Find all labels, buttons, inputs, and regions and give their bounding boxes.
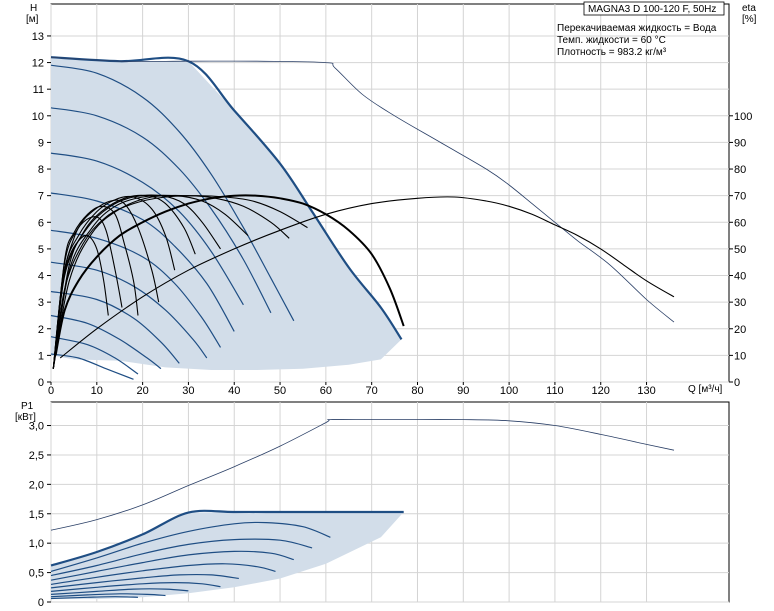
y-tick-label: 10 xyxy=(32,111,44,123)
p1-tick-label: 0 xyxy=(38,597,44,609)
efficiency-curve-max-line xyxy=(54,194,405,356)
operating-area xyxy=(51,57,402,370)
lower-curves xyxy=(50,419,675,600)
p1-axis-unit: [кВт] xyxy=(15,412,36,423)
chart-title: MAGNA3 D 100-120 F, 50Hz xyxy=(588,4,716,15)
y2-tick-label: 30 xyxy=(734,297,746,309)
y2-tick-label: 90 xyxy=(734,137,746,149)
y-tick-label: 5 xyxy=(38,244,44,256)
efficiency-curve-line xyxy=(59,196,675,359)
y2-tick-label: 0 xyxy=(734,377,740,389)
speed-curve-line xyxy=(50,261,208,359)
y2-tick-label: 40 xyxy=(734,271,746,283)
efficiency-curve-line xyxy=(52,194,221,369)
x-tick-label: 80 xyxy=(411,385,423,397)
x-tick-label: 30 xyxy=(182,385,194,397)
y2-tick-label: 10 xyxy=(734,350,746,362)
power-curve-line xyxy=(50,563,276,585)
y2-axis-unit: [%] xyxy=(742,14,757,25)
efficiency-curve-line xyxy=(52,205,139,369)
p1-axis-label: P1 xyxy=(21,401,34,412)
chart-title-box xyxy=(583,1,725,16)
power-curve-line xyxy=(50,588,189,595)
y-tick-label: 3 xyxy=(38,297,44,309)
y-tick-label: 0 xyxy=(38,377,44,389)
info-fluid: Перекачиваемая жидкость = Вода xyxy=(557,23,717,34)
x-tick-label: 120 xyxy=(592,385,610,397)
power-curve-line xyxy=(50,593,166,598)
p1-tick-label: 2,0 xyxy=(29,479,44,491)
power-curve-line xyxy=(50,573,239,589)
power-area xyxy=(51,512,404,600)
lower-tick-labels: 0 0,5 1,0 1,5 2,0 2,5 3,0 xyxy=(29,421,51,609)
speed-curve-extended-line xyxy=(50,56,675,323)
x-tick-label: 0 xyxy=(48,385,54,397)
y2-tick-label: 70 xyxy=(734,191,746,203)
power-curve-extended-line xyxy=(50,419,675,531)
y-tick-label: 8 xyxy=(38,164,44,176)
p1-tick-label: 0,5 xyxy=(29,568,44,580)
y-tick-label: 11 xyxy=(33,84,44,96)
operating-area-shape xyxy=(51,57,402,370)
x-tick-label: 10 xyxy=(91,385,103,397)
y-tick-label: 6 xyxy=(38,217,44,229)
y-tick-label: 12 xyxy=(32,58,44,70)
y2-tick-label: 60 xyxy=(734,217,746,229)
x-axis-label: Q [м³/ч] xyxy=(688,384,723,395)
power-curve-line xyxy=(50,538,313,577)
power-curve-line xyxy=(50,550,294,581)
p1-tick-label: 1,5 xyxy=(29,509,44,521)
x-tick-label: 50 xyxy=(274,385,286,397)
info-temperature: Темп. жидкости = 60 °C xyxy=(557,35,666,46)
efficiency-curve-line xyxy=(52,194,196,369)
speed-curve-line xyxy=(50,314,162,370)
max-curve-line xyxy=(50,56,403,341)
y2-tick-label: 50 xyxy=(734,244,746,256)
y2-tick-label: 80 xyxy=(734,164,746,176)
power-curve-line xyxy=(50,581,221,592)
x-tick-label: 90 xyxy=(457,385,469,397)
x-tick-label: 70 xyxy=(366,385,378,397)
x-tick-label: 20 xyxy=(136,385,148,397)
speed-curve-line xyxy=(50,229,222,348)
y2-tick-label: 20 xyxy=(734,324,746,336)
y-tick-label: 4 xyxy=(38,271,44,283)
efficiency-curve-line xyxy=(52,234,109,369)
p1-tick-label: 2,5 xyxy=(29,450,44,462)
y2-axis-label: eta xyxy=(742,3,756,14)
power-curve-line xyxy=(50,521,331,572)
power-max-line xyxy=(50,509,404,567)
speed-curve-line xyxy=(50,290,180,364)
y-tick-label: 7 xyxy=(38,191,44,203)
x-tick-label: 110 xyxy=(546,385,564,397)
y2-tick-label: 100 xyxy=(734,111,752,123)
speed-curve-line xyxy=(50,192,235,332)
y-axis-unit: [м] xyxy=(26,14,39,25)
x-tick-label: 100 xyxy=(500,385,518,397)
y-tick-label: 13 xyxy=(32,31,44,43)
p1-tick-label: 1,0 xyxy=(29,538,44,550)
speed-curve-line xyxy=(50,64,295,322)
y-axis-label: H xyxy=(30,3,37,14)
y-tick-label: 9 xyxy=(38,137,44,149)
y-tick-label: 2 xyxy=(38,324,44,336)
x-tick-label: 130 xyxy=(637,385,655,397)
upper-tick-labels: 0 10 20 30 40 50 60 70 80 90 100 110 120 130012345678… xyxy=(32,31,753,397)
speed-curve-line xyxy=(50,336,139,375)
x-tick-label: 40 xyxy=(228,385,240,397)
power-curve-line xyxy=(50,596,139,600)
efficiency-curve-line xyxy=(52,216,123,369)
y-tick-label: 1 xyxy=(38,350,44,362)
x-tick-label: 60 xyxy=(320,385,332,397)
speed-curve-line xyxy=(50,107,272,314)
efficiency-curve-line xyxy=(52,194,249,369)
p1-tick-label: 3,0 xyxy=(29,421,44,433)
power-area-shape xyxy=(51,512,404,600)
info-density: Плотность = 983.2 кг/м³ xyxy=(557,47,667,58)
upper-curves xyxy=(50,56,675,380)
